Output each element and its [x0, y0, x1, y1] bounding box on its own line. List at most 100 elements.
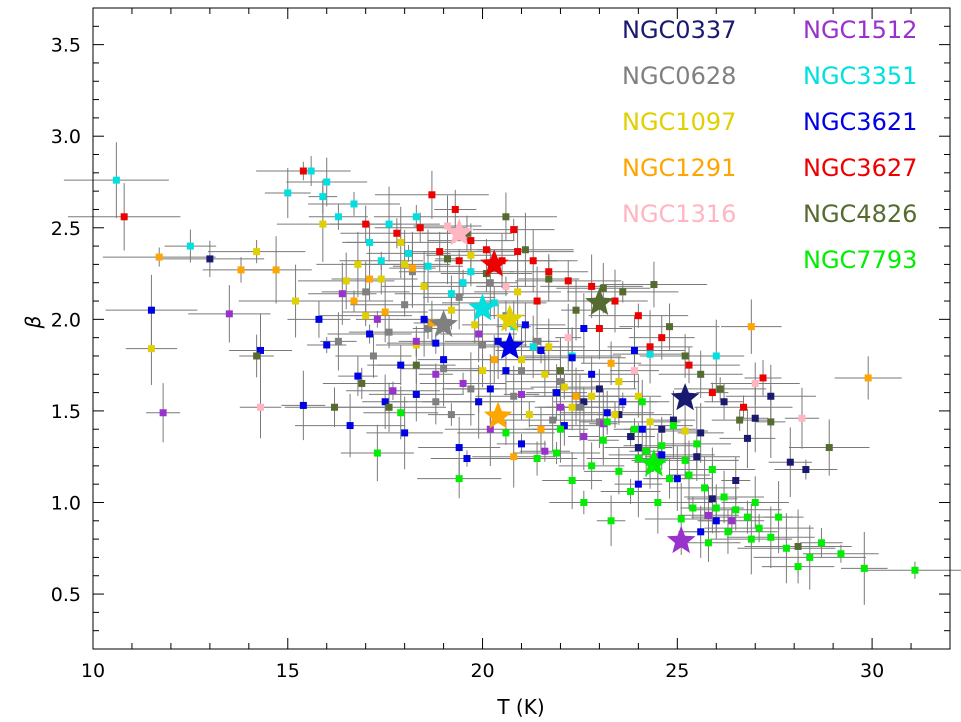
- x-axis-title: T (K): [496, 695, 544, 719]
- point-ngc0337-10: [693, 453, 701, 461]
- point-ngc3621-21: [638, 425, 646, 433]
- y-tick-label: 0.5: [51, 584, 81, 606]
- point-ngc3621-25: [712, 517, 720, 525]
- point-ngc4826-1: [331, 403, 339, 411]
- mean-markers: [429, 218, 700, 554]
- point-ngc3627-7: [467, 237, 475, 245]
- legend-entry-ngc3621: NGC3621: [803, 108, 917, 136]
- point-ngc4826-6: [502, 213, 510, 221]
- mean-star-ngc1316: [444, 218, 474, 246]
- point-ngc7793-43: [373, 449, 381, 457]
- mean-star-ngc0628: [429, 309, 458, 337]
- point-ngc3627-24: [510, 226, 518, 234]
- point-ngc3621-4: [346, 422, 354, 430]
- point-ngc7793-29: [782, 544, 790, 552]
- point-ngc3627-19: [708, 389, 716, 397]
- point-ngc4826-2: [358, 379, 366, 387]
- point-ngc4826-20: [556, 367, 564, 375]
- point-ngc7793-38: [775, 513, 783, 521]
- point-ngc1097-19: [568, 403, 576, 411]
- point-ngc4826-9: [572, 306, 580, 314]
- mean-star-ngc7793: [639, 449, 669, 477]
- point-ngc1291-7: [510, 453, 518, 461]
- point-ngc7793-17: [666, 475, 674, 483]
- point-ngc1097-22: [681, 427, 689, 435]
- point-ngc0628-11: [556, 378, 564, 386]
- point-ngc0337-1: [615, 411, 623, 419]
- point-ngc0628-19: [510, 392, 518, 400]
- point-ngc1097-10: [377, 275, 385, 283]
- point-ngc3621-19: [603, 409, 611, 417]
- point-ngc3627-11: [529, 257, 537, 265]
- point-ngc3627-20: [740, 403, 748, 411]
- point-ngc3621-0: [147, 306, 155, 314]
- point-ngc1097-5: [518, 356, 525, 364]
- point-ngc7793-37: [724, 528, 732, 536]
- point-ngc1512-7: [518, 390, 525, 398]
- point-ngc3621-15: [537, 346, 545, 354]
- point-ngc1512-3: [373, 315, 381, 323]
- x-tick-label: 25: [665, 660, 689, 682]
- point-ngc1291-5: [428, 319, 436, 327]
- point-ngc1097-24: [467, 251, 475, 259]
- point-ngc3351-13: [490, 299, 498, 307]
- point-ngc7793-47: [685, 471, 693, 479]
- point-ngc0337-14: [595, 385, 603, 393]
- point-ngc3621-14: [521, 321, 529, 329]
- data-points: [112, 167, 919, 574]
- point-ngc0337-11: [732, 477, 740, 485]
- point-ngc0337-3: [697, 429, 705, 437]
- point-ngc3351-19: [323, 178, 331, 186]
- point-ngc3351-8: [385, 220, 393, 228]
- point-ngc1097-29: [634, 392, 642, 400]
- point-ngc3621-33: [475, 398, 483, 406]
- point-ngc1097-13: [253, 248, 261, 256]
- point-ngc3627-17: [658, 334, 666, 342]
- point-ngc7793-30: [794, 563, 802, 571]
- point-ngc3621-26: [315, 315, 323, 323]
- point-ngc7793-14: [658, 442, 666, 450]
- point-ngc1097-9: [615, 378, 623, 386]
- axis-ticks: [92, 7, 951, 650]
- y-tick-label: 3.0: [51, 126, 81, 148]
- point-ngc3627-10: [514, 248, 522, 256]
- point-ngc3627-8: [482, 246, 490, 254]
- point-ngc0628-0: [401, 301, 409, 309]
- mean-star-ngc1291: [483, 401, 513, 429]
- point-ngc1512-8: [556, 403, 564, 411]
- point-ngc1316-3: [564, 334, 572, 342]
- point-ngc1316-5: [798, 414, 806, 422]
- point-ngc1512-11: [704, 511, 712, 519]
- point-ngc4826-14: [681, 352, 689, 360]
- y-tick-label: 3.5: [51, 35, 81, 57]
- point-ngc1316-0: [257, 403, 265, 411]
- point-ngc7793-40: [747, 535, 755, 543]
- point-ngc3351-4: [319, 193, 327, 201]
- point-ngc7793-28: [767, 533, 775, 541]
- point-ngc1291-9: [864, 374, 872, 382]
- point-ngc3621-24: [697, 528, 705, 536]
- point-ngc3627-18: [685, 361, 693, 369]
- point-ngc3621-17: [568, 354, 576, 362]
- point-ngc1512-9: [599, 420, 607, 428]
- point-ngc1291-14: [408, 264, 416, 272]
- point-ngc7793-31: [817, 539, 825, 547]
- y-axis-title: β: [21, 315, 45, 329]
- y-tick-label: 2.5: [51, 218, 81, 240]
- point-ngc4826-18: [794, 542, 802, 550]
- point-ngc1512-17: [580, 433, 588, 441]
- mean-star-ngc3351: [468, 293, 497, 321]
- legend-entry-ngc7793: NGC7793: [803, 246, 917, 274]
- point-ngc0628-12: [486, 279, 494, 287]
- point-ngc1291-0: [155, 253, 163, 261]
- x-tick-label: 20: [470, 660, 494, 682]
- point-ngc1512-15: [541, 447, 549, 455]
- legend-entry-ngc3351: NGC3351: [803, 62, 917, 90]
- point-ngc0628-10: [467, 385, 475, 393]
- point-ngc1316-1: [443, 222, 451, 230]
- point-ngc1097-3: [471, 321, 479, 329]
- point-ngc4826-19: [825, 444, 833, 452]
- point-ngc3351-0: [112, 176, 120, 184]
- point-ngc1512-2: [338, 290, 346, 298]
- x-tick-label: 15: [276, 660, 300, 682]
